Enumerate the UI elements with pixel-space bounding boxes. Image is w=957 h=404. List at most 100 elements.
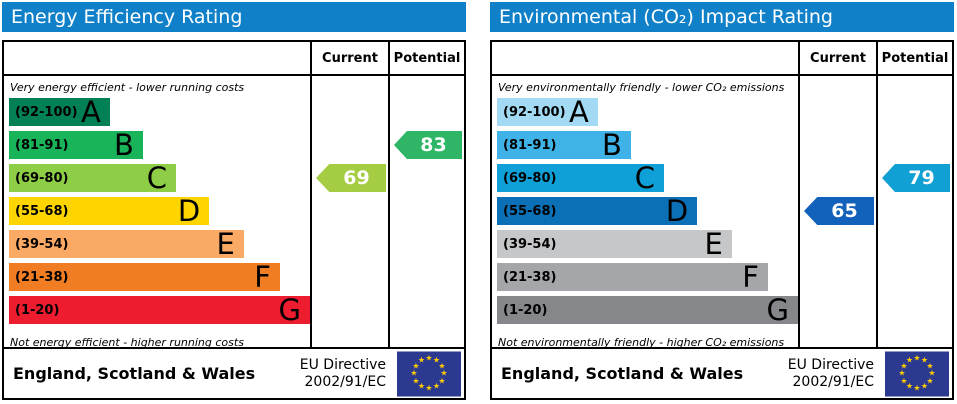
band-range-label: (69-80): [503, 170, 557, 186]
environmental-rating-table: Current Potential Very environmentally f…: [490, 40, 954, 400]
eu-directive-line2: 2002/91/EC: [304, 373, 387, 390]
eu-star-icon: ★: [432, 381, 441, 391]
eu-flag-icon: ★ ★ ★ ★ ★ ★ ★ ★ ★ ★ ★ ★: [885, 351, 949, 396]
potential-value-column: 79: [876, 76, 952, 347]
band-b: (81-91) B: [497, 128, 631, 162]
eu-star-icon: ★: [410, 368, 418, 378]
eu-star-icon: ★: [913, 353, 921, 363]
eu-star-icon: ★: [438, 376, 446, 385]
eu-star-icon: ★: [417, 355, 426, 365]
band-letter: A: [80, 95, 101, 129]
band-d: (55-68) D: [497, 194, 698, 228]
energy-efficiency-panel: Energy Efficiency Rating Current Potenti…: [2, 2, 466, 400]
eu-star-icon: ★: [417, 381, 426, 391]
rating-bands: (92-100) A (81-91) B (69-80) C (55-68) D (39-54)…: [4, 95, 310, 325]
band-letter: F: [742, 260, 759, 294]
band-letter: C: [146, 161, 168, 195]
eu-directive-line1: EU Directive: [299, 356, 386, 373]
band-letter: E: [216, 227, 235, 261]
region-label: England, Scotland & Wales: [13, 364, 256, 383]
eu-star-icon: ★: [898, 368, 906, 378]
band-range-label: (92-100): [503, 104, 566, 120]
current-value-column: 69: [310, 76, 388, 347]
eu-star-icon: ★: [913, 383, 921, 393]
band-range-label: (39-54): [503, 236, 557, 252]
eu-star-icon: ★: [412, 361, 420, 370]
eu-star-icon: ★: [928, 368, 936, 378]
table-footer-row: England, Scotland & Wales EU Directive 2…: [4, 347, 464, 398]
rating-scale-header-cell: [492, 42, 798, 74]
region-label: England, Scotland & Wales: [501, 364, 744, 383]
band-b: (81-91) B: [9, 128, 143, 162]
potential-rating-value: 79: [908, 167, 935, 189]
eu-star-icon: ★: [926, 376, 934, 385]
band-letter: D: [665, 194, 689, 228]
energy-panel-title: Energy Efficiency Rating: [11, 6, 243, 28]
top-note: Very energy efficient - lower running co…: [10, 81, 245, 94]
band-letter: F: [254, 260, 271, 294]
potential-rating-arrow: 83: [394, 131, 462, 159]
band-range-label: (69-80): [15, 170, 69, 186]
band-g: (1-20) G: [497, 293, 798, 327]
current-rating-arrow: 65: [804, 197, 874, 225]
table-footer-row: England, Scotland & Wales EU Directive 2…: [492, 347, 952, 398]
band-letter: A: [568, 95, 589, 129]
eu-star-icon: ★: [425, 353, 433, 363]
band-d: (55-68) D: [9, 194, 210, 228]
band-letter: G: [766, 293, 789, 327]
eu-directive-label: EU Directive 2002/91/EC: [788, 357, 874, 391]
potential-value-column: 83: [388, 76, 464, 347]
bottom-note: Not environmentally friendly - higher CO…: [498, 336, 785, 349]
band-range-label: (1-20): [503, 302, 548, 318]
eu-star-icon: ★: [905, 355, 914, 365]
energy-panel-title-bar: Energy Efficiency Rating: [2, 2, 466, 32]
environmental-impact-panel: Environmental (CO₂) Impact Rating Curren…: [490, 2, 954, 400]
band-letter: D: [177, 194, 201, 228]
eu-star-icon: ★: [900, 376, 908, 385]
band-c: (69-80) C: [9, 161, 177, 195]
potential-rating-value: 83: [420, 134, 447, 156]
energy-rating-table: Current Potential Very energy efficient …: [2, 40, 466, 400]
top-note: Very environmentally friendly - lower CO…: [498, 81, 785, 94]
band-f: (21-38) F: [497, 260, 768, 294]
eu-directive-line2: 2002/91/EC: [792, 373, 875, 390]
band-range-label: (1-20): [15, 302, 60, 318]
environmental-panel-title: Environmental (CO₂) Impact Rating: [499, 6, 833, 28]
band-range-label: (55-68): [15, 203, 69, 219]
band-range-label: (55-68): [503, 203, 557, 219]
eu-directive-label: EU Directive 2002/91/EC: [300, 357, 386, 391]
current-rating-value: 65: [831, 200, 858, 222]
eu-star-icon: ★: [905, 381, 914, 391]
rating-bands: (92-100) A (81-91) B (69-80) C (55-68) D (39-54)…: [492, 95, 798, 327]
band-letter: B: [114, 128, 134, 162]
eu-flag-icon: ★ ★ ★ ★ ★ ★ ★ ★ ★ ★ ★ ★: [397, 351, 461, 396]
eu-directive-line1: EU Directive: [787, 356, 874, 373]
band-letter: B: [602, 128, 622, 162]
current-column-header: Current: [310, 42, 388, 74]
eu-star-icon: ★: [412, 376, 420, 385]
band-f: (21-38) F: [9, 260, 280, 294]
rating-scale-header-cell: [4, 42, 310, 74]
eu-star-icon: ★: [926, 361, 934, 370]
band-c: (69-80) C: [497, 164, 665, 193]
band-range-label: (81-91): [503, 137, 557, 153]
eu-star-icon: ★: [438, 361, 446, 370]
band-range-label: (81-91): [15, 137, 69, 153]
band-range-label: (39-54): [15, 236, 69, 252]
potential-rating-arrow: 79: [882, 164, 950, 192]
table-header-row: Current Potential: [4, 42, 464, 76]
band-letter: E: [704, 227, 723, 261]
bottom-note: Not energy efficient - higher running co…: [10, 336, 244, 349]
current-column-header: Current: [798, 42, 876, 74]
eu-star-icon: ★: [920, 355, 929, 365]
band-range-label: (21-38): [503, 269, 557, 285]
table-header-row: Current Potential: [492, 42, 952, 76]
current-value-column: 65: [798, 76, 876, 347]
band-e: (39-54) E: [9, 227, 244, 261]
band-a: (92-100) A: [9, 95, 110, 129]
rating-scale-column: Very energy efficient - lower running co…: [4, 76, 310, 349]
potential-column-header: Potential: [876, 42, 952, 74]
eu-star-icon: ★: [432, 355, 441, 365]
eu-star-icon: ★: [425, 383, 433, 393]
